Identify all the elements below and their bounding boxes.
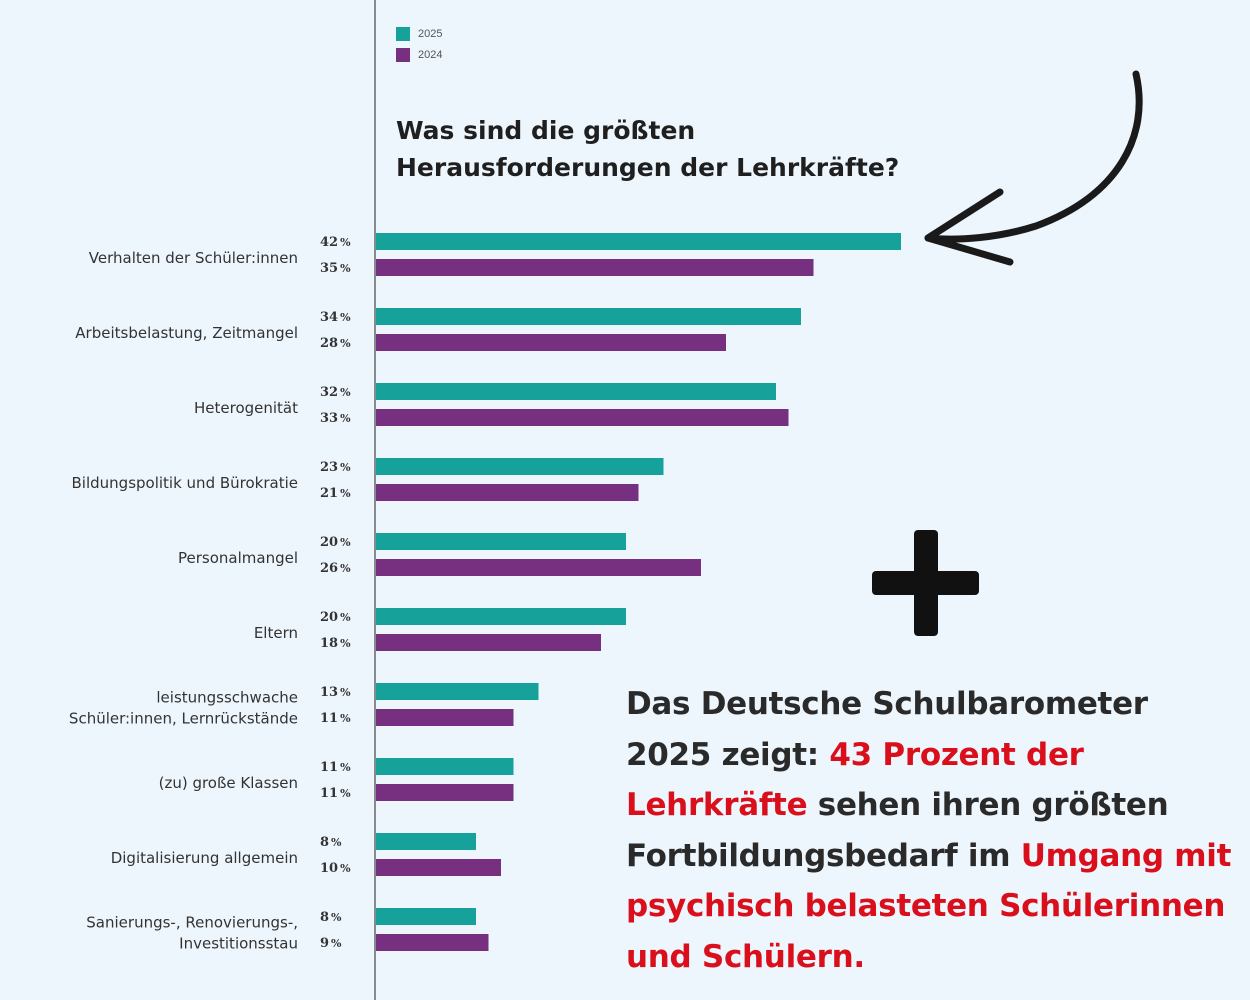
data-label-2025-2: 34%: [320, 310, 351, 325]
bar-2025-2: [376, 308, 801, 325]
legend-item-2024: 2024: [396, 48, 442, 62]
data-label-2025-4: 23%: [320, 460, 351, 475]
bar-2024-3: [376, 409, 789, 426]
callout-text-part1: Das Deutsche Schulbarometer 2025 zeigt:: [626, 686, 1148, 773]
data-label-2025-5: 20%: [320, 535, 351, 550]
data-label-2025-8: 11%: [320, 760, 351, 775]
category-label-4: Bildungspolitik und Bürokratie: [72, 474, 298, 492]
chart-title: Was sind die größten Herausforderungen d…: [396, 116, 900, 182]
data-label-2025-6: 20%: [320, 610, 351, 625]
data-label-2024-7: 11%: [320, 711, 351, 726]
bar-2024-1: [376, 259, 814, 276]
bar-2025-7: [376, 683, 539, 700]
bar-2025-5: [376, 533, 626, 550]
legend-label-2025: 2025: [418, 28, 443, 40]
category-label-5: Personalmangel: [178, 549, 298, 567]
data-label-2024-6: 18%: [320, 636, 351, 651]
data-label-2024-10: 9%: [320, 936, 342, 951]
category-label-10: Sanierungs-, Renovierungs-, Investitionss…: [86, 914, 298, 953]
data-label-2025-10: 8%: [320, 910, 342, 925]
bar-2024-9: [376, 859, 501, 876]
callout-text: Das Deutsche Schulbarometer 2025 zeigt: …: [626, 679, 1236, 982]
category-label-2: Arbeitsbelastung, Zeitmangel: [75, 324, 298, 342]
category-label-9: Digitalisierung allgemein: [111, 849, 298, 867]
category-label-8: (zu) große Klassen: [159, 774, 298, 792]
data-label-2025-9: 8%: [320, 835, 342, 850]
callout-highlight-1: 43 Prozent der Lehrkräfte: [626, 736, 1084, 824]
legend-swatch-2024: [396, 48, 410, 62]
bar-2024-2: [376, 334, 726, 351]
bar-2025-4: [376, 458, 664, 475]
callout-highlight-2: Umgang mit psychisch belasteten Schüleri…: [626, 837, 1232, 975]
data-label-2024-3: 33%: [320, 411, 351, 426]
category-label-6: Eltern: [254, 624, 298, 642]
bar-2025-6: [376, 608, 626, 625]
category-label-7: leistungsschwache Schüler:innen, Lernrück…: [69, 689, 298, 728]
legend-item-2025: 2025: [396, 27, 442, 41]
data-label-2025-3: 32%: [320, 385, 351, 400]
data-label-2024-4: 21%: [320, 486, 351, 501]
bar-2024-7: [376, 709, 514, 726]
legend-label-2024: 2024: [418, 49, 443, 61]
bar-2024-8: [376, 784, 514, 801]
data-label-2024-8: 11%: [320, 786, 351, 801]
category-label-3: Heterogenität: [194, 399, 298, 417]
bar-2025-3: [376, 383, 776, 400]
data-label-2024-1: 35%: [320, 261, 351, 276]
bar-2024-6: [376, 634, 601, 651]
callout-text-part2: sehen ihren größten Fortbildungsbedarf i…: [626, 787, 1169, 874]
bar-2024-5: [376, 559, 701, 576]
data-label-2025-1: 42%: [320, 235, 351, 250]
bar-2024-10: [376, 934, 489, 951]
bar-2025-1: [376, 233, 901, 250]
data-label-2025-7: 13%: [320, 685, 351, 700]
category-label-1: Verhalten der Schüler:innen: [89, 249, 298, 267]
legend-swatch-2025: [396, 27, 410, 41]
data-label-2024-9: 10%: [320, 861, 351, 876]
bar-2025-9: [376, 833, 476, 850]
data-label-2024-2: 28%: [320, 336, 351, 351]
bar-2024-4: [376, 484, 639, 501]
data-label-2024-5: 26%: [320, 561, 351, 576]
curved-arrow-icon: [924, 70, 1143, 266]
bar-2025-8: [376, 758, 514, 775]
plus-icon: [872, 530, 979, 636]
bar-2025-10: [376, 908, 476, 925]
